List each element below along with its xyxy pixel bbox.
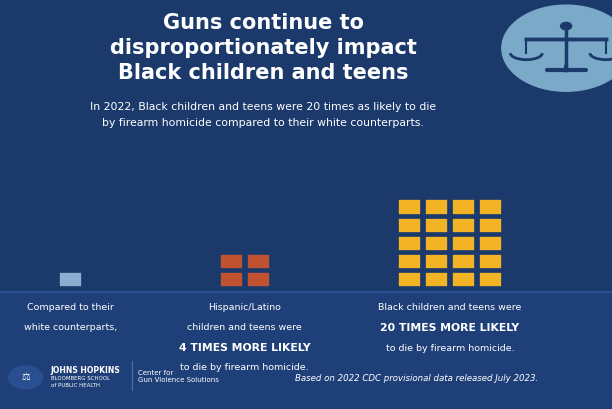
Text: 4 TIMES MORE LIKELY: 4 TIMES MORE LIKELY [179,342,311,352]
FancyBboxPatch shape [479,218,502,234]
Text: white counterparts,: white counterparts, [24,322,117,331]
Text: by firearm homicide compared to their white counterparts.: by firearm homicide compared to their wh… [102,118,424,128]
FancyBboxPatch shape [479,200,502,216]
Text: Black children and teens: Black children and teens [118,63,408,83]
Circle shape [502,6,612,92]
FancyBboxPatch shape [398,254,421,270]
Text: Guns continue to: Guns continue to [163,13,364,32]
FancyBboxPatch shape [220,272,243,288]
Text: 20 TIMES MORE LIKELY: 20 TIMES MORE LIKELY [380,322,520,332]
FancyBboxPatch shape [425,272,448,288]
FancyBboxPatch shape [398,272,421,288]
Circle shape [9,366,43,389]
Text: to die by firearm homicide.: to die by firearm homicide. [181,362,309,371]
Text: ⚖: ⚖ [21,371,30,381]
Text: Hispanic/Latino: Hispanic/Latino [208,303,282,312]
FancyBboxPatch shape [59,272,82,288]
FancyBboxPatch shape [398,218,421,234]
FancyBboxPatch shape [425,218,448,234]
Circle shape [561,23,572,31]
FancyBboxPatch shape [247,254,270,270]
Text: Based on 2022 CDC provisional data released July 2023.: Based on 2022 CDC provisional data relea… [294,373,538,382]
FancyBboxPatch shape [452,218,475,234]
Text: Center for: Center for [138,369,173,375]
Bar [0,292,612,409]
Text: JOHNS HOPKINS: JOHNS HOPKINS [51,365,121,374]
Text: Compared to their: Compared to their [27,303,114,312]
Text: In 2022, Black children and teens were 20 times as likely to die: In 2022, Black children and teens were 2… [90,101,436,111]
FancyBboxPatch shape [479,236,502,252]
FancyBboxPatch shape [398,236,421,252]
FancyBboxPatch shape [479,272,502,288]
Text: BLOOMBERG SCHOOL: BLOOMBERG SCHOOL [51,375,110,380]
FancyBboxPatch shape [452,236,475,252]
Text: children and teens were: children and teens were [187,322,302,331]
FancyBboxPatch shape [398,200,421,216]
FancyBboxPatch shape [425,200,448,216]
FancyBboxPatch shape [425,236,448,252]
FancyBboxPatch shape [452,200,475,216]
FancyBboxPatch shape [247,272,270,288]
FancyBboxPatch shape [452,254,475,270]
Text: disproportionately impact: disproportionately impact [110,38,417,57]
Text: to die by firearm homicide.: to die by firearm homicide. [386,343,514,352]
FancyBboxPatch shape [425,254,448,270]
FancyBboxPatch shape [452,272,475,288]
Text: Black children and teens were: Black children and teens were [378,303,521,312]
Text: of PUBLIC HEALTH: of PUBLIC HEALTH [51,382,100,387]
Text: Gun Violence Solutions: Gun Violence Solutions [138,377,218,382]
FancyBboxPatch shape [220,254,243,270]
FancyBboxPatch shape [479,254,502,270]
